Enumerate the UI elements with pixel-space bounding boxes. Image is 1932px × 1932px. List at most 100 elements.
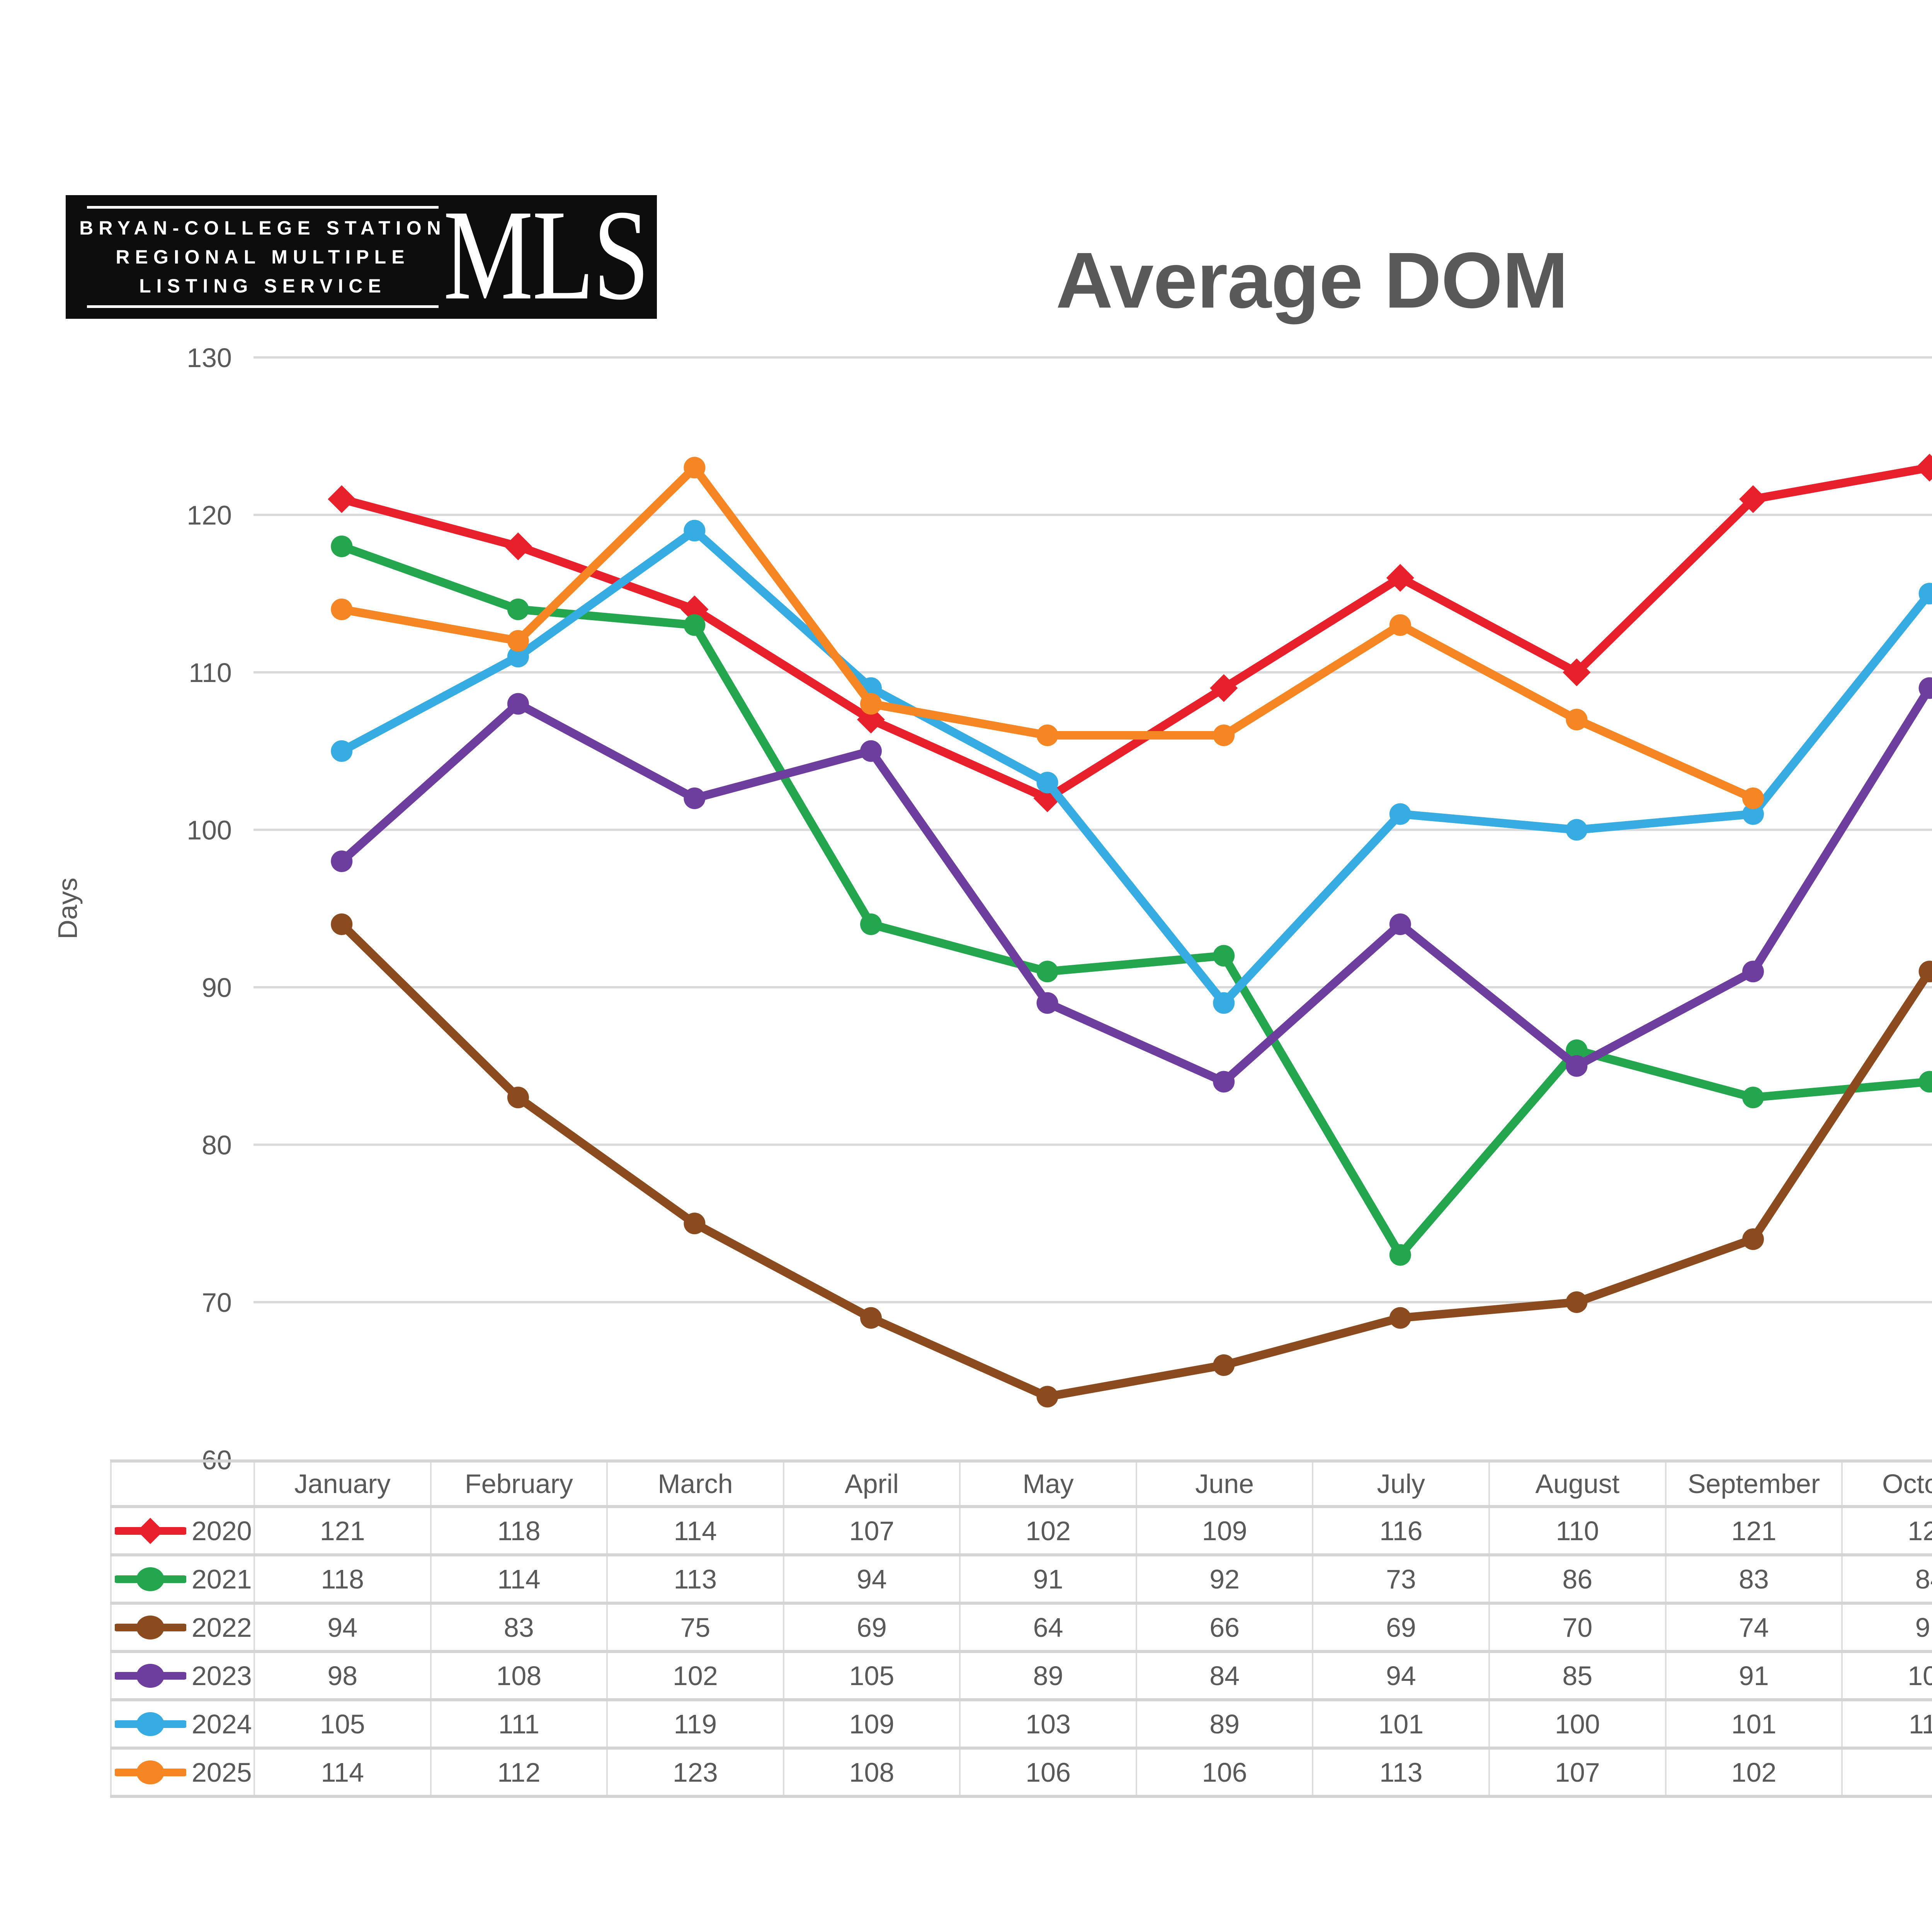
cell-2022-september: 74: [1665, 1602, 1843, 1653]
cell-2021-april: 94: [782, 1553, 961, 1605]
series-2023-marker-july: [1389, 913, 1411, 935]
table-corner-cell: [110, 1459, 255, 1508]
cell-2020-june: 109: [1135, 1505, 1314, 1556]
series-2022-marker-march: [684, 1213, 706, 1235]
series-2020-line: [337, 463, 1932, 803]
cell-2022-january: 94: [253, 1602, 432, 1653]
cell-2021-march: 113: [606, 1553, 784, 1605]
cell-2025-may: 106: [959, 1747, 1137, 1798]
table-row-2021: 2021118114113949192738683847793: [110, 1553, 1932, 1605]
series-2023-marker-september: [1742, 961, 1764, 983]
cell-2022-august: 70: [1488, 1602, 1667, 1653]
series-2022: [331, 913, 1932, 1408]
series-2024: [331, 520, 1932, 1014]
series-2023-marker-february: [507, 693, 529, 715]
series-2020-marker-august: [1563, 658, 1591, 686]
series-2022-marker-october: [1918, 961, 1932, 983]
y-tick-80: 80: [202, 1130, 232, 1160]
series-2023-marker-august: [1566, 1055, 1588, 1077]
series-2020-marker-april: [857, 706, 885, 734]
cell-2020-february: 118: [430, 1505, 608, 1556]
cell-2024-january: 105: [253, 1698, 432, 1750]
series-2022-marker-august: [1566, 1291, 1588, 1313]
cell-2022-october: 91: [1841, 1602, 1932, 1653]
mls-logo: BRYAN-COLLEGE STATION REGIONAL MULTIPLE …: [66, 190, 657, 320]
cell-2024-march: 119: [606, 1698, 784, 1750]
series-2024-marker-may: [1036, 772, 1058, 794]
series-2022-marker-january: [331, 913, 353, 935]
cell-2020-august: 110: [1488, 1505, 1667, 1556]
series-2024-marker-july: [1389, 803, 1411, 825]
month-header-march: March: [606, 1459, 784, 1508]
series-2020-marker-july: [1386, 564, 1414, 592]
cell-2021-january: 118: [253, 1553, 432, 1605]
cell-2024-june: 89: [1135, 1698, 1314, 1750]
logo-mls-acronym: MLS: [443, 183, 649, 327]
cell-2023-june: 84: [1135, 1650, 1314, 1701]
cell-2021-february: 114: [430, 1553, 608, 1605]
series-2025-marker-july: [1389, 614, 1411, 636]
cell-2023-february: 108: [430, 1650, 608, 1701]
cell-2025-october: [1841, 1747, 1932, 1798]
table-header-row: January February March April May June July Augu…: [110, 1459, 1932, 1508]
series-2020-marker-september: [1739, 485, 1767, 513]
table-row-2025: 2025 114 112 123 108 106 106 113 107 102: [110, 1747, 1932, 1798]
cell-2022-march: 75: [606, 1602, 784, 1653]
series-2024-marker-october: [1918, 583, 1932, 605]
legend-2024-label: 2024: [192, 1709, 252, 1739]
series-2020-marker-february: [504, 532, 532, 560]
series-2024-marker-september: [1742, 803, 1764, 825]
series-2023-marker-january: [331, 850, 353, 872]
cell-2025-january: 114: [253, 1747, 432, 1798]
series-2025-marker-march: [684, 457, 706, 479]
legend-2025-key-icon: [115, 1760, 186, 1784]
chart-title: Average DOM: [1056, 236, 1568, 325]
table-row-2020: 2020121118114107102109116110121123111123: [110, 1505, 1932, 1556]
cell-2025-april: 108: [782, 1747, 961, 1798]
data-table: January February March April May June July Augu…: [110, 1459, 1932, 1798]
cell-2023-april: 105: [782, 1650, 961, 1701]
logo-top-rule: [87, 206, 439, 209]
cell-2024-september: 101: [1665, 1698, 1843, 1750]
cell-2024-april: 109: [782, 1698, 961, 1750]
series-2021-marker-august: [1566, 1039, 1588, 1061]
cell-2024-october: 115: [1841, 1698, 1932, 1750]
cell-2021-october: 84: [1841, 1553, 1932, 1605]
cell-2023-august: 85: [1488, 1650, 1667, 1701]
y-tick-130: 130: [187, 343, 232, 373]
legend-2021-label: 2021: [192, 1564, 252, 1594]
legend-2023-key-icon: [115, 1663, 186, 1688]
series-2022-marker-april: [860, 1307, 882, 1329]
series-2025-marker-january: [331, 599, 353, 620]
table-row-2024: 202410511111910910389101100101115113125: [110, 1698, 1932, 1750]
series-2021-marker-october: [1918, 1071, 1932, 1093]
series-2025: [331, 457, 1764, 809]
legend-2021-key-icon: [115, 1567, 186, 1591]
logo-line-1: BRYAN-COLLEGE STATION: [79, 217, 446, 239]
series-2023-marker-march: [684, 787, 706, 809]
series-2021-line: [337, 542, 1932, 1259]
series-2023-marker-october: [1918, 677, 1932, 699]
cell-2025-september: 102: [1665, 1747, 1843, 1798]
legend-2022-key-icon: [115, 1615, 186, 1639]
cell-2020-january: 121: [253, 1505, 432, 1556]
legend-2025: 2025: [110, 1747, 255, 1798]
series-2024-marker-june: [1213, 992, 1235, 1014]
series-2021-marker-may: [1036, 961, 1058, 983]
legend-2023: 2023: [110, 1650, 255, 1701]
chart-data-table: January February March April May June July Augu…: [110, 1459, 1932, 1798]
series-2022-marker-september: [1742, 1228, 1764, 1250]
cell-2025-august: 107: [1488, 1747, 1667, 1798]
series-2021-marker-january: [331, 536, 353, 557]
series-2022-marker-july: [1389, 1307, 1411, 1329]
month-header-august: August: [1488, 1459, 1667, 1508]
cell-2023-january: 98: [253, 1650, 432, 1701]
cell-2024-july: 101: [1312, 1698, 1490, 1750]
y-tick-90: 90: [202, 973, 232, 1003]
logo-line-2: REGIONAL MULTIPLE: [116, 246, 410, 268]
month-header-october: October: [1841, 1459, 1932, 1508]
series-2020-marker-october: [1915, 454, 1932, 482]
cell-2021-may: 91: [959, 1553, 1137, 1605]
